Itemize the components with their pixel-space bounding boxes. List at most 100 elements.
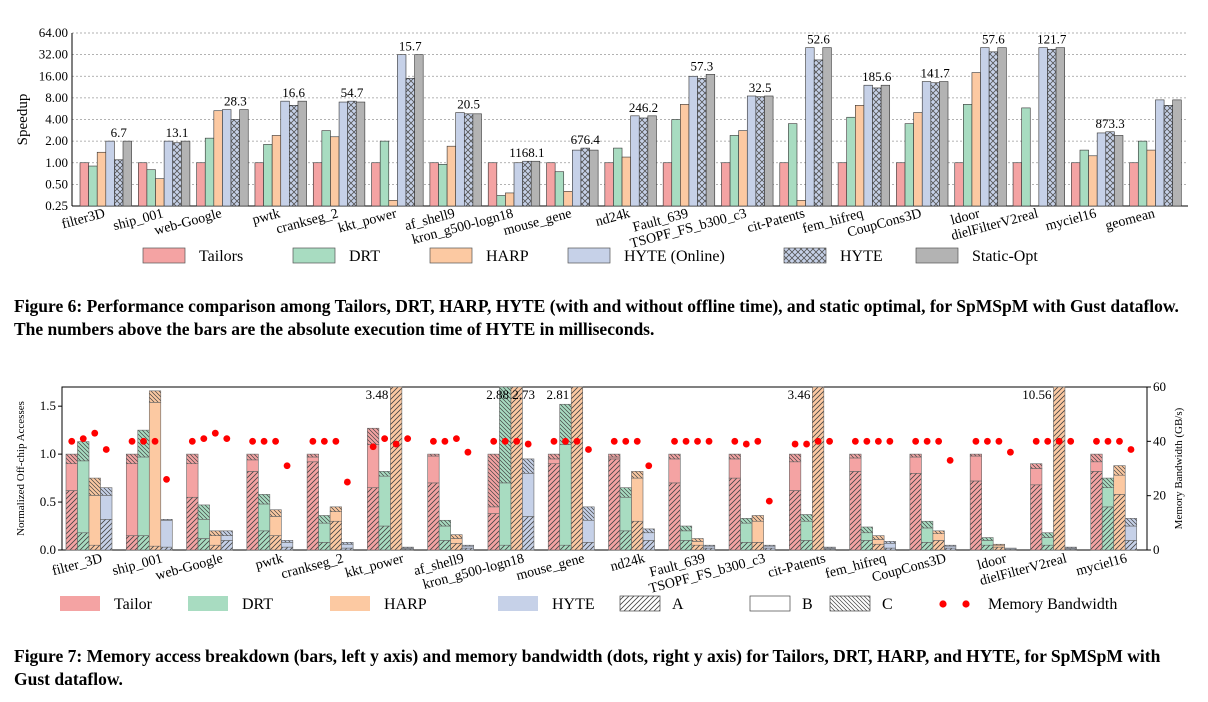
time-annotation: 246.2: [629, 100, 658, 115]
bar-drt-b: [198, 519, 210, 539]
bar-drt-c-edge: [197, 504, 210, 520]
bar-drt-b: [77, 460, 89, 533]
bar-tailor-b: [487, 506, 500, 514]
bandwidth-dot: [935, 437, 943, 445]
bar-drt-c-edge: [981, 537, 994, 541]
time-annotation: 13.1: [166, 125, 189, 140]
bar-drt: [88, 165, 98, 207]
y-tick-label: 0.5: [40, 494, 56, 509]
bar-tailor-a-hatch: [487, 513, 500, 550]
legend-label: A: [672, 596, 684, 613]
bar-tailor-b: [668, 458, 681, 483]
bar-harp: [446, 145, 456, 207]
bar-tailor-c-hatch: [1030, 463, 1042, 469]
bandwidth-dot: [874, 437, 882, 445]
bar-tailor-c-hatch: [246, 454, 259, 460]
x-tick-label: mouse_gene: [502, 206, 573, 239]
bar-tailor-a-hatch: [186, 497, 199, 550]
x-tick-label: cit-Patents: [746, 206, 807, 236]
bar-tailor-a-hatch: [367, 487, 379, 550]
time-annotation: 54.7: [341, 85, 364, 100]
bar-harp-a-edge: [812, 386, 825, 551]
bar-harp: [738, 130, 748, 207]
y-tick-label: 1.0: [40, 446, 56, 461]
bar-tailor-a-hatch: [1030, 484, 1042, 550]
bar-hyte-c-hatch: [341, 542, 354, 545]
y-tick-label: 0.25: [45, 198, 68, 213]
bar-harp-c-edge: [631, 471, 644, 479]
bandwidth-dot: [1093, 437, 1100, 445]
bandwidth-dot: [140, 437, 147, 445]
bar-drt: [204, 137, 215, 207]
x-tick-label: kkt_power: [337, 206, 399, 236]
bar-harp-a-hatch: [269, 535, 282, 550]
bar-harp-b: [993, 545, 1005, 548]
y-tick-label: 8.00: [45, 90, 68, 105]
bar-hyte-c-hatch: [160, 519, 173, 521]
bar-harp-b: [269, 516, 282, 536]
bar-tailor-c-hatch: [427, 454, 440, 457]
overflow-value-label: 3.48: [366, 387, 389, 402]
bar-drt-b: [680, 530, 692, 541]
bar-tailor-c-hatch: [789, 454, 801, 462]
y-tick-label: 0.50: [45, 176, 68, 191]
bar-drt-c-hatch: [680, 526, 692, 531]
bar-hyte-c-edge: [1124, 518, 1138, 527]
bar-hyte-a-hatch: [944, 548, 956, 550]
time-annotation: 57.3: [690, 58, 713, 73]
bar-drt: [554, 171, 565, 207]
time-annotation: 52.6: [807, 32, 830, 47]
bar-tailors: [779, 162, 789, 207]
bar-harp-c-edge: [1113, 465, 1126, 476]
y-axis-label: Speedup: [15, 94, 31, 146]
bar-hyte-a-hatch: [643, 540, 655, 550]
bar-hyte-a-hatch: [221, 540, 233, 550]
bar-tailors: [954, 162, 964, 207]
bar-static-opt: [122, 140, 132, 207]
bandwidth-dot: [332, 437, 340, 445]
bar-tailor-c-hatch: [186, 454, 199, 464]
x-tick-label: filter_3D: [51, 551, 104, 579]
bar-static-opt: [647, 115, 657, 207]
bar-tailor-a-hatch: [608, 458, 620, 550]
bandwidth-dot: [682, 437, 690, 445]
bandwidth-dot: [1007, 448, 1014, 456]
bar-hyte-b: [823, 548, 836, 550]
bar-hyte-c-hatch: [944, 545, 956, 547]
bandwidth-dot: [211, 429, 219, 437]
bandwidth-dot: [946, 456, 954, 464]
bandwidth-dot: [984, 437, 991, 445]
bar-static-opt: [705, 74, 716, 207]
bar-harp-b: [872, 539, 885, 545]
bandwidth-dot: [79, 435, 87, 443]
x-tick-label: crankseg_2: [275, 206, 340, 237]
bar-drt-a-hatch: [499, 545, 511, 550]
bar-tailor-c-edge: [306, 453, 319, 458]
bandwidth-dot: [1055, 437, 1063, 445]
legend-swatch: [330, 596, 370, 611]
legend-label: DRT: [349, 248, 380, 265]
bar-tailor-c-edge: [186, 453, 199, 465]
bar-hyte-c-edge: [401, 546, 414, 549]
bandwidth-dot: [404, 435, 412, 443]
bar-harp-c-hatch: [89, 478, 101, 496]
bar-harp: [855, 105, 865, 207]
bandwidth-dot: [851, 437, 859, 445]
bar-static-opt: [414, 54, 424, 207]
bandwidth-dot: [260, 437, 268, 445]
bar-tailor-a-hatch: [970, 480, 982, 550]
bandwidth-dot: [610, 437, 618, 445]
bar-harp: [1088, 155, 1098, 207]
bar-tailor-c-hatch: [307, 454, 319, 457]
bar-hyte-a-hatch: [1004, 549, 1017, 550]
bar-tailor-c-hatch: [608, 454, 620, 457]
bar-tailor-c-hatch: [548, 454, 560, 459]
bar-harp-a-hatch: [872, 544, 885, 550]
bar-tailors: [1012, 162, 1022, 207]
bandwidth-dot: [369, 443, 377, 451]
bar-harp-c-hatch: [752, 515, 764, 522]
bar-harp-a-hatch: [89, 545, 101, 550]
bar-drt: [1021, 107, 1031, 207]
bar-hyte: [114, 159, 124, 207]
time-annotation: 185.6: [862, 69, 892, 84]
